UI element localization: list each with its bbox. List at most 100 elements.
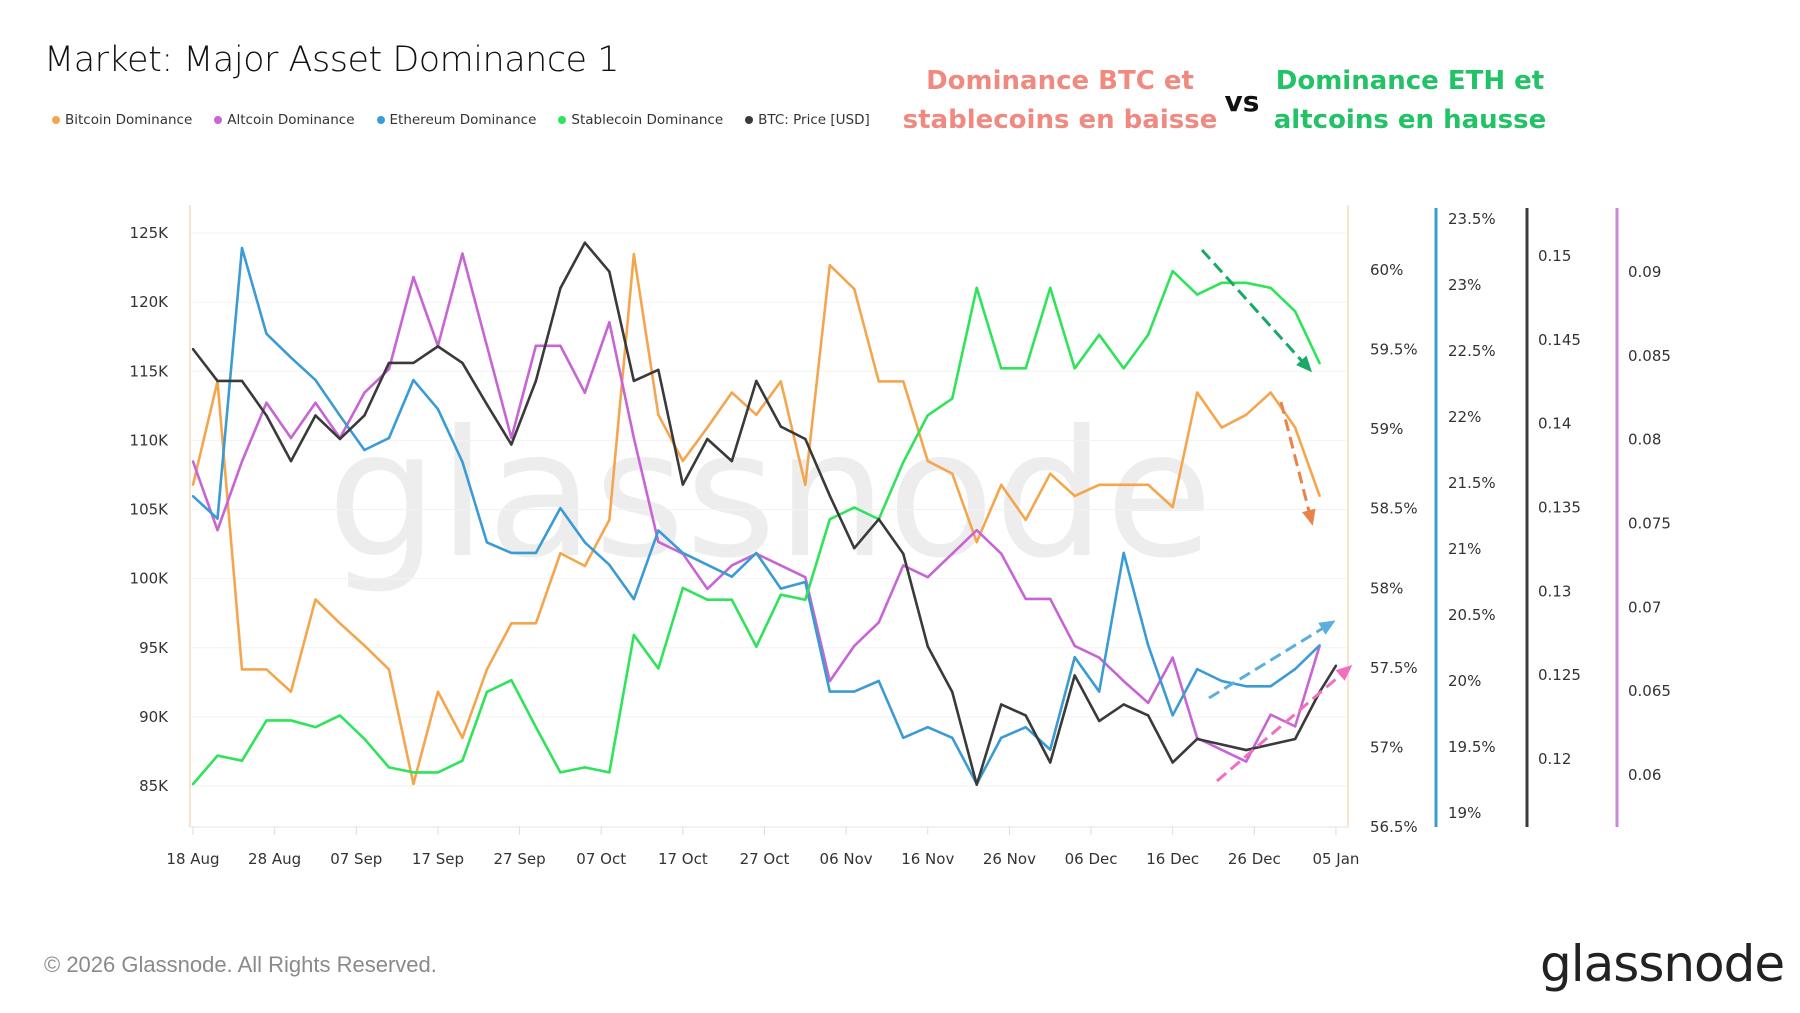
data-point-bitcoin-dominance [240, 668, 244, 671]
data-point-bitcoin-dominance [289, 690, 293, 693]
data-point-stablecoin-dominance [755, 645, 758, 648]
data-point-btc-price-usd [1073, 674, 1076, 677]
annotation-line: Dominance ETH et [1275, 66, 1545, 96]
data-point-ethereum-dominance [387, 436, 391, 440]
eth-dominance-tick-label: 22% [1448, 408, 1481, 426]
data-point-ethereum-dominance [289, 356, 293, 359]
data-point-ethereum-dominance [1024, 726, 1027, 729]
data-point-btc-price-usd [436, 345, 440, 348]
data-point-altcoin-dominance [1122, 679, 1125, 683]
legend-item-stablecoin-dominance[interactable]: Stablecoin Dominance [558, 112, 723, 128]
data-point-stablecoin-dominance [730, 598, 734, 601]
x-tick-label: 17 Sep [412, 850, 464, 868]
data-point-bitcoin-dominance [1024, 518, 1027, 522]
data-point-altcoin-dominance [583, 391, 587, 394]
data-point-btc-price-usd [314, 414, 317, 417]
data-point-btc-price-usd [1269, 743, 1272, 746]
data-point-stablecoin-dominance [363, 737, 366, 741]
price-tick-label: 85K [139, 777, 169, 795]
data-point-btc-price-usd [1195, 737, 1199, 741]
data-point-bitcoin-dominance [681, 459, 685, 463]
data-point-btc-price-usd [1024, 714, 1027, 717]
data-point-ethereum-dominance [1293, 667, 1297, 671]
data-point-ethereum-dominance [191, 495, 195, 498]
data-point-altcoin-dominance [363, 391, 366, 394]
x-tick-label: 26 Nov [983, 850, 1036, 868]
annotation-line: altcoins en hausse [1273, 105, 1547, 135]
btc-dominance-tick-label: 58.5% [1370, 500, 1418, 518]
data-point-stablecoin-dominance [583, 766, 587, 769]
data-point-stablecoin-dominance [828, 518, 831, 521]
data-point-ethereum-dominance [1049, 748, 1052, 751]
x-tick-label: 16 Dec [1146, 850, 1199, 868]
data-point-stablecoin-dominance [387, 766, 391, 769]
arrowhead-icon [1296, 355, 1313, 373]
data-point-ethereum-dominance [608, 563, 611, 567]
legend-item-altcoin-dominance[interactable]: Altcoin Dominance [214, 112, 355, 128]
data-point-altcoin-dominance [632, 436, 636, 440]
legend-label: Bitcoin Dominance [65, 112, 193, 128]
data-point-ethereum-dominance [1195, 667, 1199, 671]
series-line-btc-price-usd [191, 241, 1338, 786]
legend: Bitcoin Dominance Altcoin Dominance Ethe… [52, 112, 870, 128]
data-point-stablecoin-dominance [289, 719, 293, 722]
data-point-ethereum-dominance [1000, 736, 1003, 739]
data-point-bitcoin-dominance [1073, 494, 1076, 498]
stablecoin-dominance-tick-label: 0.12 [1538, 750, 1571, 768]
data-point-altcoin-dominance [1098, 656, 1101, 659]
data-point-altcoin-dominance [1049, 597, 1052, 601]
data-point-stablecoin-dominance [1220, 281, 1223, 285]
data-point-altcoin-dominance [877, 621, 880, 624]
annotation-btc-stablecoins-down: Dominance BTC et stablecoins en baisse [900, 62, 1220, 140]
data-point-stablecoin-dominance [681, 586, 685, 590]
eth-dominance-tick-label: 19% [1448, 804, 1481, 822]
data-point-bitcoin-dominance [1220, 426, 1223, 429]
data-point-ethereum-dominance [1073, 656, 1076, 659]
legend-label: Ethereum Dominance [389, 112, 537, 128]
data-point-btc-price-usd [657, 368, 660, 372]
data-point-altcoin-dominance [1146, 701, 1150, 705]
data-point-altcoin-dominance [240, 460, 244, 463]
legend-label: BTC: Price [USD] [758, 112, 870, 128]
data-point-bitcoin-dominance [1293, 426, 1297, 429]
btc-dominance-tick-label: 56.5% [1370, 818, 1418, 836]
x-tick-label: 16 Nov [901, 850, 954, 868]
data-point-stablecoin-dominance [510, 678, 513, 682]
data-point-altcoin-dominance [730, 564, 734, 567]
x-tick-label: 17 Oct [658, 850, 708, 868]
copyright: © 2026 Glassnode. All Rights Reserved. [44, 952, 437, 977]
stablecoin-dominance-tick-label: 0.135 [1538, 499, 1581, 517]
legend-item-btc-price[interactable]: BTC: Price [USD] [745, 112, 870, 128]
data-point-bitcoin-dominance [1244, 413, 1248, 417]
data-point-ethereum-dominance [559, 506, 562, 510]
data-point-ethereum-dominance [534, 551, 538, 555]
data-point-stablecoin-dominance [1171, 269, 1174, 273]
data-point-stablecoin-dominance [1000, 367, 1003, 370]
data-point-stablecoin-dominance [314, 725, 317, 729]
data-point-btc-price-usd [926, 645, 929, 648]
stablecoin-dominance-tick-label: 0.145 [1538, 331, 1581, 349]
data-point-stablecoin-dominance [1318, 362, 1321, 365]
data-point-btc-price-usd [706, 437, 709, 441]
btc-dominance-tick-label: 57.5% [1370, 659, 1418, 677]
data-point-stablecoin-dominance [1024, 367, 1027, 370]
data-point-btc-price-usd [240, 379, 244, 383]
data-point-ethereum-dominance [1220, 679, 1223, 683]
data-point-btc-price-usd [1171, 761, 1174, 764]
legend-label: Stablecoin Dominance [571, 112, 724, 128]
legend-item-ethereum-dominance[interactable]: Ethereum Dominance [376, 112, 537, 128]
legend-dot-icon [558, 116, 567, 124]
data-point-altcoin-dominance [191, 460, 195, 463]
price-tick-label: 115K [130, 362, 170, 380]
btc-dominance-tick-label: 60% [1370, 261, 1403, 279]
data-point-ethereum-dominance [1098, 690, 1101, 693]
data-point-bitcoin-dominance [779, 380, 783, 383]
legend-item-bitcoin-dominance[interactable]: Bitcoin Dominance [52, 112, 192, 128]
data-point-btc-price-usd [534, 379, 538, 383]
data-point-bitcoin-dominance [828, 264, 831, 267]
altcoin-dominance-tick-label: 0.09 [1628, 263, 1661, 281]
legend-label: Altcoin Dominance [227, 112, 355, 128]
data-point-stablecoin-dominance [240, 759, 244, 762]
data-point-btc-price-usd [632, 379, 636, 383]
data-point-btc-price-usd [1049, 761, 1052, 764]
